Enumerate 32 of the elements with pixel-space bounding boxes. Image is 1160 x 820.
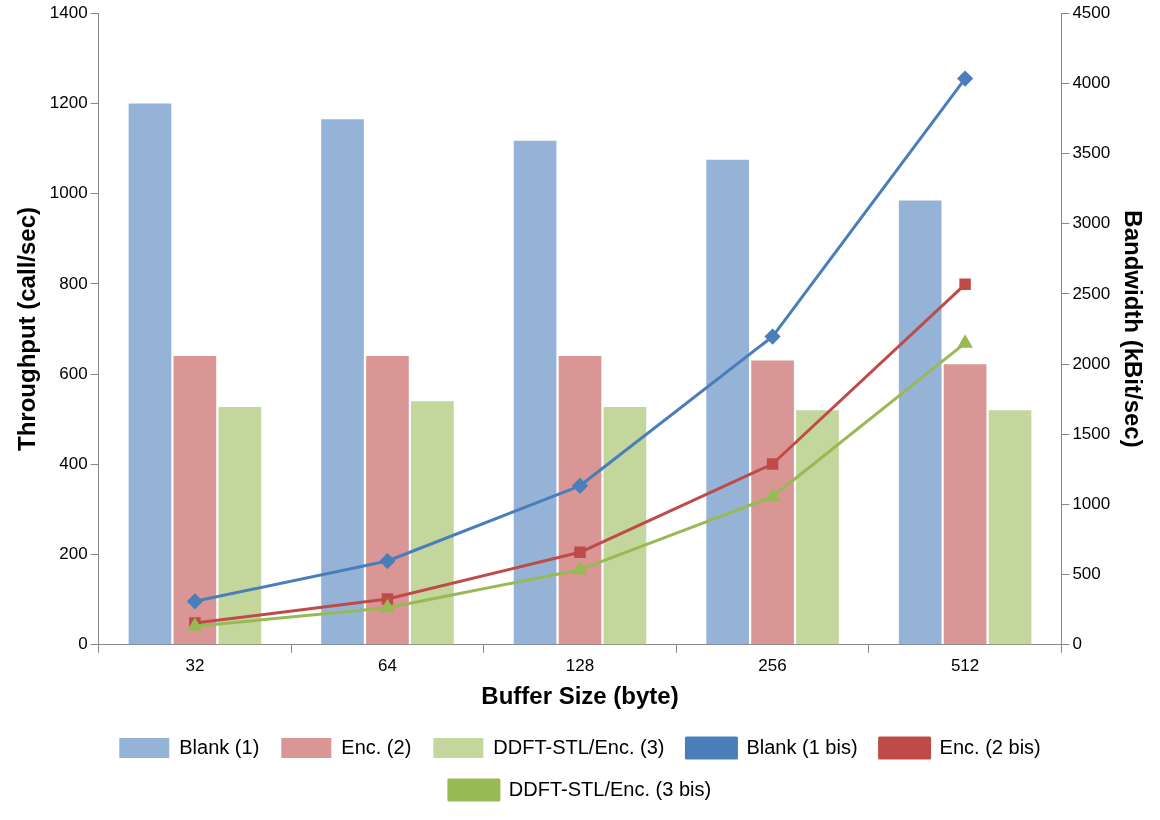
legend-label: Blank (1) [179, 735, 260, 758]
x-tick-label: 512 [950, 655, 980, 675]
x-tick-label: 256 [758, 655, 787, 675]
y2-axis-title: Bandwidth (kBit/sec) [1119, 210, 1147, 448]
y2-tick-label: 4000 [1072, 73, 1111, 93]
x-tick-label: 64 [377, 655, 397, 675]
legend-label: DDFT-STL/Enc. (3) [493, 735, 665, 758]
y2-tick-label: 4500 [1072, 2, 1111, 22]
y-tick-label: 1000 [49, 183, 88, 203]
legend-label: DDFT-STL/Enc. (3 bis) [508, 777, 712, 800]
x-axis-title: Buffer Size (byte) [481, 682, 679, 710]
y2-tick-label: 1000 [1072, 494, 1111, 514]
y-tick-label: 400 [59, 454, 88, 474]
legend-label: Enc. (2) [341, 735, 412, 758]
y-axis-title: Throughput (call/sec) [13, 206, 41, 452]
y2-tick-label: 500 [1072, 564, 1101, 584]
y-tick-label: 0 [78, 634, 88, 654]
y2-tick-label: 1500 [1072, 423, 1111, 443]
y-tick-label: 1200 [49, 93, 88, 113]
y-tick-label: 800 [59, 273, 88, 293]
y-tick-label: 200 [59, 544, 88, 564]
y2-tick-label: 2000 [1072, 353, 1111, 373]
y2-tick-label: 0 [1072, 634, 1082, 654]
y-tick-label: 1400 [49, 2, 88, 22]
legend-label: Blank (1 bis) [746, 735, 858, 758]
y-tick-label: 600 [59, 363, 88, 383]
y2-tick-label: 3000 [1072, 213, 1111, 233]
y2-tick-label: 2500 [1072, 283, 1111, 303]
x-tick-label: 32 [185, 655, 205, 675]
y2-tick-label: 3500 [1072, 143, 1111, 163]
x-tick-label: 128 [565, 655, 595, 675]
legend-label: Enc. (2 bis) [939, 735, 1041, 758]
